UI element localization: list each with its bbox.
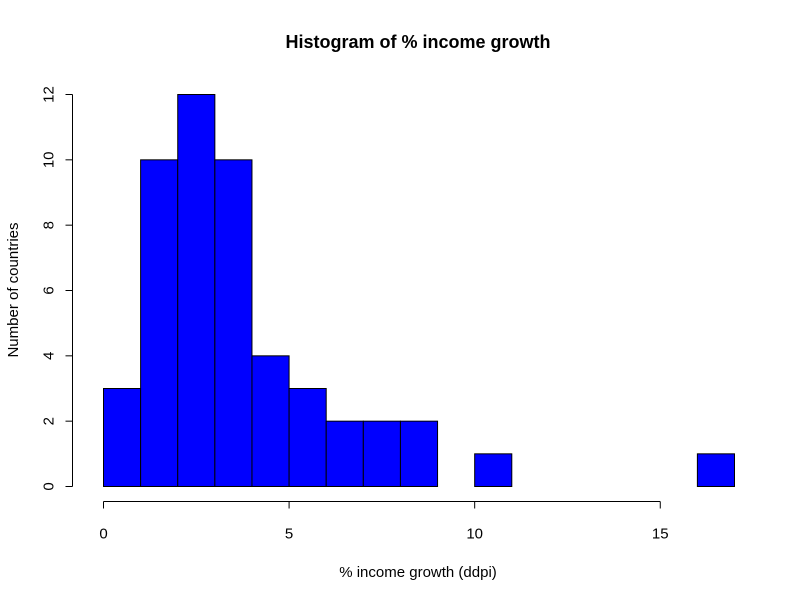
bars-group — [103, 94, 735, 488]
y-axis-label: Number of countries — [5, 222, 22, 357]
histogram-bar — [696, 453, 735, 488]
histogram-bar — [103, 388, 142, 487]
histogram-bar — [177, 94, 216, 487]
y-tick-label: 6 — [41, 286, 58, 294]
histogram-bar — [474, 453, 513, 488]
histogram-bar — [251, 355, 290, 488]
y-tick-label: 0 — [41, 482, 58, 490]
x-tick-label: 15 — [652, 526, 669, 543]
x-tick-label: 0 — [99, 526, 107, 543]
histogram-bar — [140, 159, 179, 487]
y-tick-label: 8 — [41, 221, 58, 229]
histogram-bar — [362, 420, 401, 487]
histogram-bar — [325, 420, 364, 487]
histogram-bar — [399, 420, 439, 487]
y-axis: 0 2 4 6 8 10 12 — [41, 86, 73, 491]
y-tick-label: 12 — [41, 86, 58, 103]
y-tick-label: 4 — [41, 352, 58, 360]
histogram-bar — [214, 159, 253, 487]
y-tick-label: 10 — [41, 151, 58, 168]
y-tick-label: 2 — [41, 417, 58, 425]
x-tick-label: 5 — [285, 526, 293, 543]
x-axis-label: % income growth (ddpi) — [339, 564, 497, 581]
x-axis: 0 5 10 15 — [99, 501, 669, 543]
histogram-bar — [288, 388, 327, 487]
x-tick-label: 10 — [466, 526, 483, 543]
chart-title: Histogram of % income growth — [285, 32, 550, 52]
